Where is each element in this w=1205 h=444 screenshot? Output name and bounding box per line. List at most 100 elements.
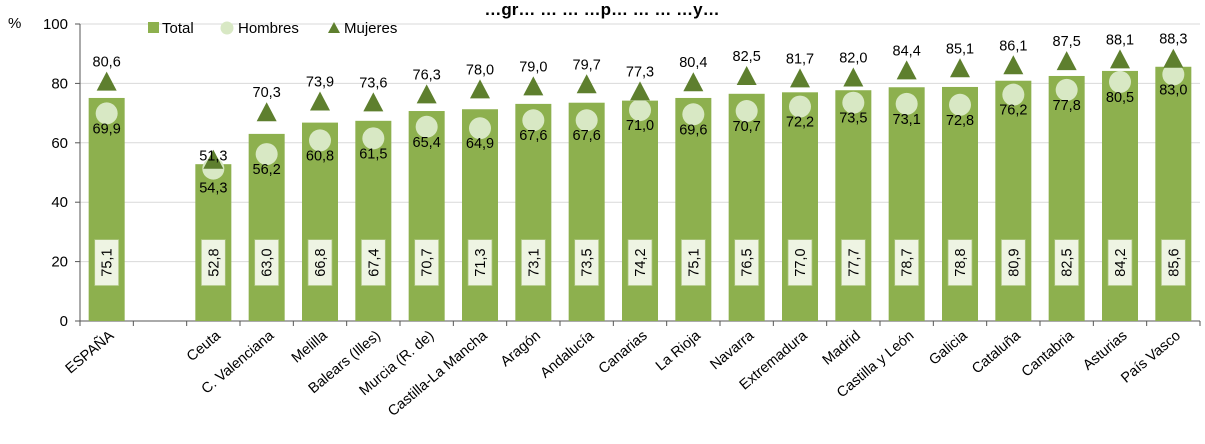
y-tick-label: 20 (51, 254, 68, 271)
hombres-value-label: 67,6 (519, 128, 547, 144)
x-category-label: Cantabria (1019, 327, 1078, 380)
marker-hombres (629, 99, 651, 122)
y-tick-label: 0 (60, 313, 68, 330)
marker-hombres (735, 100, 758, 123)
total-label-box (947, 239, 973, 287)
total-label-box (894, 239, 920, 287)
x-category-label: Andalucía (538, 327, 598, 381)
hombres-value-label: 65,4 (413, 135, 441, 151)
total-value-label: 80,9 (1006, 248, 1022, 276)
x-category-label: País Vasco (1118, 328, 1184, 387)
marker-hombres (415, 115, 438, 138)
marker-mujeres (683, 72, 704, 92)
x-category-label: La Rioja (653, 327, 705, 374)
bar-total (355, 120, 392, 322)
total-value-label: 52,8 (206, 248, 222, 276)
total-value-label: 76,5 (740, 248, 756, 276)
mujeres-value-label: 78,0 (466, 62, 494, 78)
hombres-value-label: 83,0 (1159, 82, 1187, 98)
marker-hombres (949, 93, 971, 116)
mujeres-value-label: 76,3 (413, 67, 441, 83)
mujeres-value-label: 73,9 (306, 75, 334, 91)
total-label-box (734, 239, 760, 287)
total-value-label: 67,4 (366, 248, 382, 276)
mujeres-value-label: 86,1 (999, 38, 1027, 54)
data-labels: 75,1 69,9 80,6 52,8 51,3 54,3 63,0 56,2 70,3 66,8… (93, 32, 1187, 287)
total-label-box (627, 239, 653, 287)
marker-mujeres (1003, 55, 1024, 75)
mujeres-value-label: 81,7 (786, 51, 814, 67)
y-tick-label: 100 (43, 16, 68, 33)
x-category-label: Madrid (820, 328, 864, 369)
marker-hombres (789, 95, 811, 118)
marker-mujeres (630, 81, 650, 101)
total-label-box (200, 239, 226, 287)
total-value-label: 84,2 (1113, 248, 1129, 276)
marker-hombres (575, 109, 598, 132)
bar-total (408, 111, 445, 321)
total-label-box (307, 239, 333, 287)
hombres-value-label: 56,2 (253, 162, 281, 178)
x-category-label: Galicia (926, 327, 971, 368)
marker-mujeres (950, 58, 970, 78)
y-tick-label: 40 (51, 194, 68, 211)
mujeres-value-label: 54,3 (199, 181, 227, 197)
total-label-box (94, 239, 120, 287)
hombres-value-label: 67,6 (573, 128, 601, 144)
mujeres-value-label: 79,7 (573, 57, 601, 73)
marker-mujeres (256, 102, 277, 122)
markers (95, 48, 1185, 180)
total-value-label: 77,7 (846, 248, 862, 276)
total-label-box (574, 239, 600, 287)
hombres-value-label: 70,7 (733, 119, 761, 135)
mujeres-value-label: 88,3 (1159, 32, 1187, 48)
x-category-label: Aragón (498, 328, 544, 370)
total-value-label: 85,6 (1166, 248, 1182, 276)
marker-mujeres (96, 71, 117, 91)
marker-mujeres (1110, 49, 1130, 69)
x-category-label: Castilla-La Mancha (385, 327, 491, 420)
total-value-label: 75,1 (686, 248, 702, 276)
total-value-label: 78,7 (900, 248, 916, 276)
hombres-value-label: 76,2 (999, 103, 1027, 119)
x-category-label: Melilla (289, 327, 331, 366)
total-label-box (680, 239, 706, 287)
marker-mujeres (843, 67, 864, 87)
total-label-box (254, 239, 280, 287)
total-label-box (360, 239, 386, 287)
legend-total-swatch (148, 22, 159, 33)
mujeres-value-label: 80,6 (93, 55, 121, 71)
hombres-value-label: 69,9 (93, 121, 121, 137)
marker-mujeres (790, 68, 810, 88)
legend-mujeres-label: Mujeres (344, 20, 397, 37)
hombres-value-label: 64,9 (466, 136, 494, 152)
marker-hombres (1002, 83, 1025, 106)
total-value-label: 70,7 (420, 248, 436, 276)
hombres-value-label: 69,6 (679, 122, 707, 138)
y-tick-label: 60 (51, 135, 68, 152)
total-label-box (1054, 239, 1080, 287)
x-category-label: Cataluña (969, 327, 1024, 377)
marker-mujeres (470, 79, 490, 99)
total-value-label: 63,0 (260, 248, 276, 276)
hombres-value-label: 72,2 (786, 115, 814, 131)
total-value-label: 73,1 (526, 248, 542, 276)
marker-hombres (1162, 63, 1185, 86)
mujeres-value-label: 87,5 (1053, 34, 1081, 50)
marker-hombres (682, 103, 705, 126)
marker-hombres (255, 143, 278, 166)
marker-mujeres (310, 91, 330, 111)
mujeres-value-label: 79,0 (519, 59, 547, 75)
marker-hombres (95, 102, 118, 125)
total-label-box (1160, 239, 1186, 287)
marker-hombres (309, 129, 331, 152)
mujeres-value-label: 70,3 (253, 85, 281, 101)
mujeres-value-label: 82,5 (733, 49, 761, 65)
y-axis-unit: % (8, 15, 21, 32)
total-label-box (467, 239, 493, 287)
marker-mujeres (523, 76, 544, 96)
mujeres-value-label: 84,4 (893, 43, 921, 59)
total-value-label: 73,5 (580, 248, 596, 276)
total-label-box (1000, 239, 1026, 287)
